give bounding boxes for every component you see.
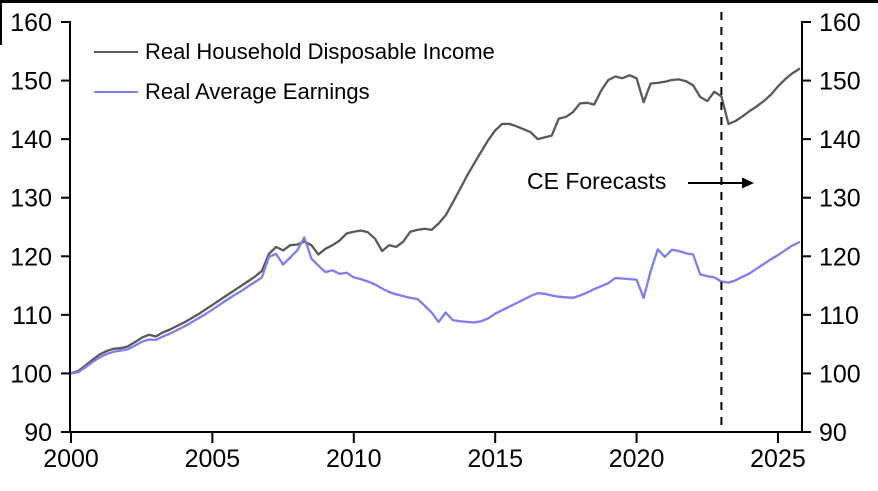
top-border [0,0,878,3]
y-axis-tick-label: 90 [819,419,847,447]
y-axis-tick-label: 140 [819,126,861,154]
y-axis-tick-label: 100 [819,360,861,388]
y-axis-tick-label: 130 [819,185,861,213]
legend-item-average-earnings: Real Average Earnings [94,72,495,112]
x-axis-tick-label: 2000 [43,445,99,473]
left-border-fragment [0,0,2,45]
legend-label: Real Average Earnings [145,79,370,104]
y-axis-tick-label: 140 [10,126,52,154]
y-axis-tick-label: 160 [819,9,861,37]
y-axis-tick-label: 150 [819,68,861,96]
y-axis-tick-label: 120 [819,243,861,271]
forecast-annotation-text: CE Forecasts [527,168,667,194]
series-line-1 [69,236,801,375]
x-axis-tick-label: 2025 [750,445,806,473]
legend: Real Household Disposable Income Real Av… [94,32,495,112]
y-axis-tick-label: 110 [819,302,859,330]
x-axis-tick-label: 2020 [609,445,665,473]
legend-label: Real Household Disposable Income [145,39,495,64]
x-axis-tick-label: 2005 [185,445,241,473]
series-line-0 [69,67,801,375]
y-axis-tick-label: 90 [24,419,52,447]
y-axis-tick-label: 160 [10,9,52,37]
y-axis-tick-label: 150 [10,68,52,96]
y-axis-tick-label: 130 [10,185,52,213]
legend-line-icon [94,91,138,93]
legend-line-icon [94,51,138,53]
y-axis-tick-label: 120 [10,243,52,271]
forecast-arrow-head-icon [742,177,754,189]
y-axis-tick-label: 100 [10,360,52,388]
x-axis-tick-label: 2010 [326,445,382,473]
x-axis-tick-label: 2015 [467,445,523,473]
y-axis-tick-label: 110 [12,302,52,330]
legend-item-disposable-income: Real Household Disposable Income [94,32,495,72]
